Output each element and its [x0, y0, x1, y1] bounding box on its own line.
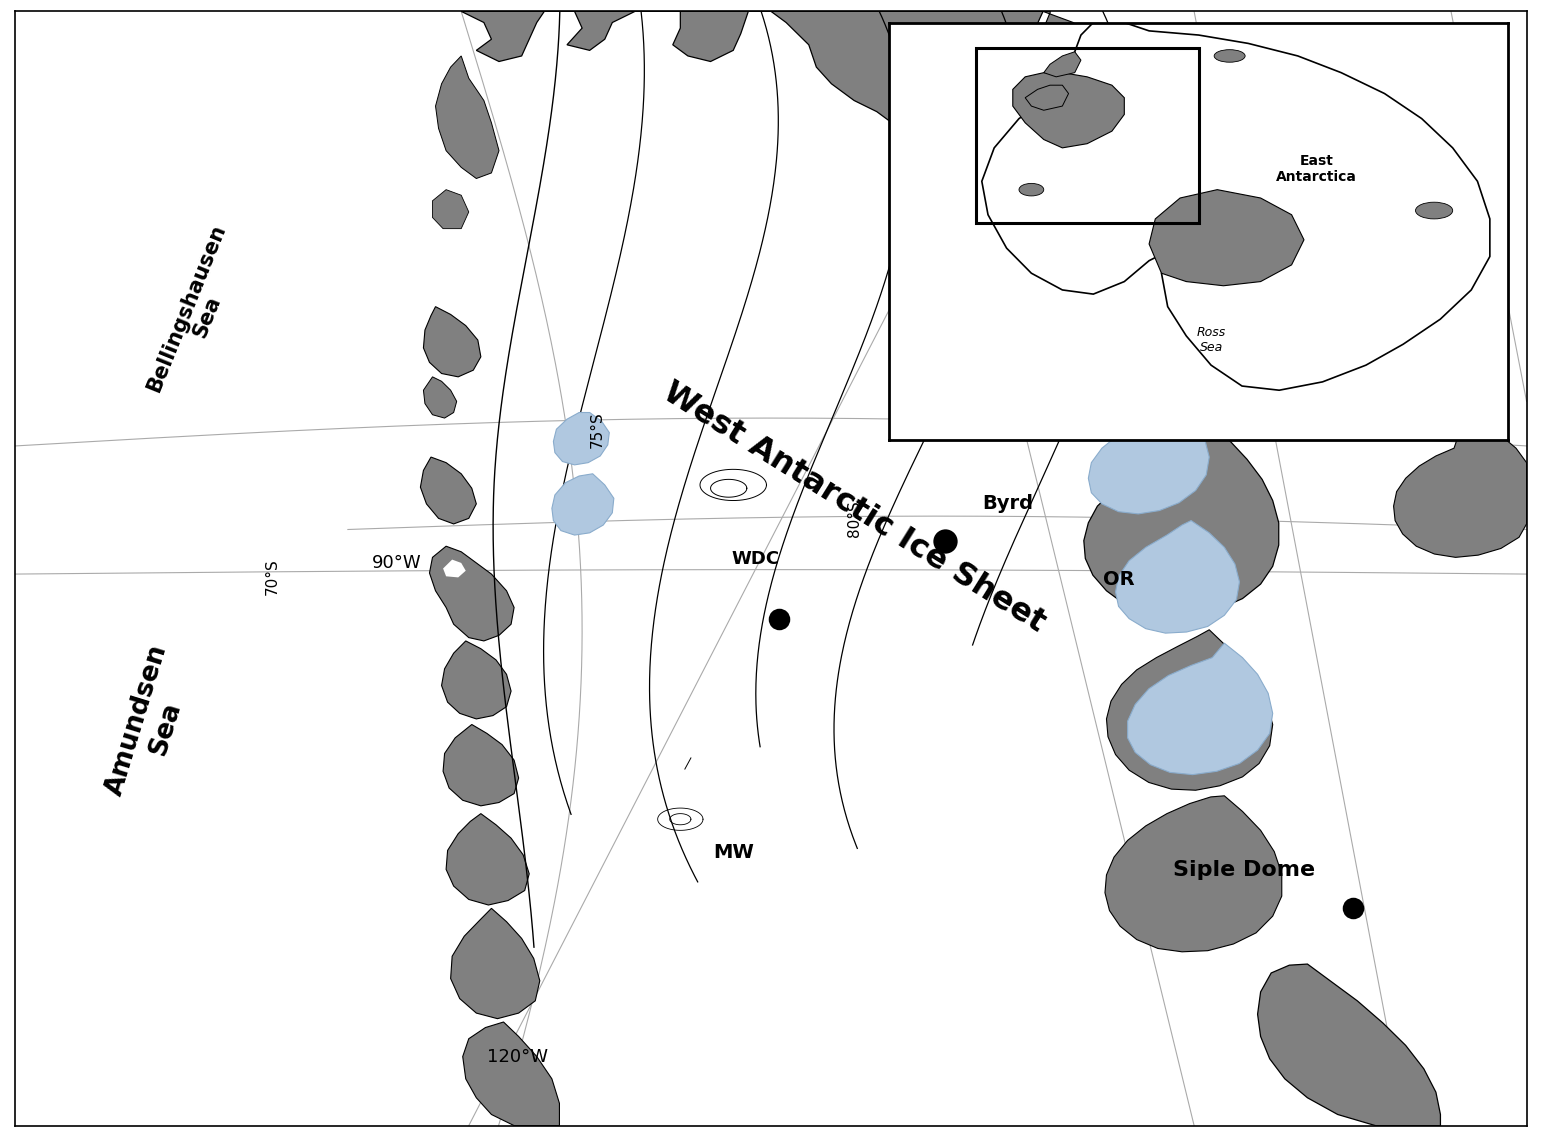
Polygon shape [430, 546, 513, 641]
Ellipse shape [1416, 202, 1453, 219]
Polygon shape [1025, 85, 1069, 110]
Bar [976, 48, 1198, 223]
Polygon shape [1115, 521, 1240, 633]
Text: OR: OR [1103, 570, 1135, 589]
Polygon shape [1087, 61, 1187, 165]
Polygon shape [1013, 73, 1124, 148]
Polygon shape [441, 641, 510, 719]
Text: 70°S: 70°S [265, 558, 279, 595]
Polygon shape [554, 413, 609, 465]
Text: Ross
Sea: Ross Sea [1197, 326, 1226, 354]
Polygon shape [432, 190, 469, 229]
Polygon shape [461, 11, 1042, 128]
Polygon shape [982, 23, 1490, 390]
Text: Siple Dome: Siple Dome [1173, 861, 1315, 880]
Polygon shape [1018, 11, 1118, 111]
Ellipse shape [1214, 50, 1244, 63]
Ellipse shape [1019, 183, 1044, 196]
Polygon shape [1089, 401, 1209, 514]
Text: WDC: WDC [732, 550, 780, 568]
Polygon shape [1092, 173, 1190, 280]
Polygon shape [424, 307, 481, 376]
Polygon shape [435, 56, 500, 179]
Text: Amundsen
Sea: Amundsen Sea [102, 641, 200, 807]
Polygon shape [450, 908, 540, 1019]
Polygon shape [1084, 413, 1278, 615]
Text: 90°W: 90°W [372, 554, 421, 572]
Text: 120°W: 120°W [487, 1047, 547, 1065]
Polygon shape [552, 474, 614, 536]
Polygon shape [1258, 964, 1440, 1126]
Polygon shape [1107, 630, 1272, 790]
Polygon shape [443, 724, 518, 806]
Text: Bellingshausen
Sea: Bellingshausen Sea [143, 221, 250, 404]
Text: 75°S: 75°S [589, 410, 604, 448]
Polygon shape [1149, 190, 1305, 285]
Text: Byrd: Byrd [982, 493, 1033, 513]
Polygon shape [421, 457, 476, 524]
Polygon shape [443, 559, 466, 578]
Polygon shape [1106, 796, 1281, 952]
Text: West Antarctic Ice Sheet: West Antarctic Ice Sheet [657, 376, 1050, 638]
Polygon shape [1092, 290, 1203, 407]
Text: MW: MW [712, 844, 754, 862]
Text: East
Antarctica: East Antarctica [1275, 153, 1357, 184]
Polygon shape [463, 1022, 560, 1126]
Polygon shape [446, 814, 529, 905]
Text: 80°S: 80°S [847, 500, 862, 537]
Polygon shape [424, 376, 456, 418]
Polygon shape [1394, 413, 1527, 557]
Polygon shape [1044, 52, 1081, 77]
Polygon shape [1127, 644, 1272, 774]
